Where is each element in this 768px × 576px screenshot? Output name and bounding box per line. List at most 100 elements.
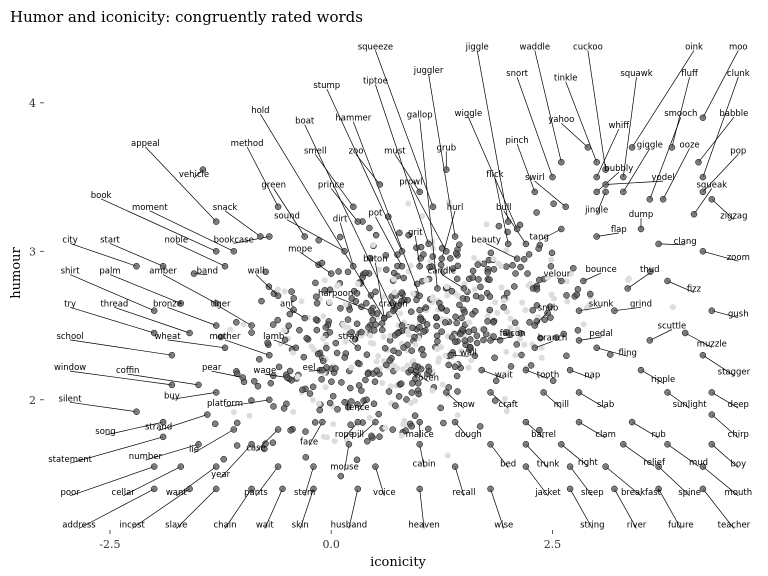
data-point [348, 398, 355, 405]
leader-line [711, 414, 739, 439]
data-points [133, 114, 716, 493]
labeled-point [531, 188, 539, 196]
labeled-point [637, 225, 645, 233]
data-point [567, 271, 574, 277]
data-point [389, 426, 396, 433]
leader-line [494, 178, 509, 244]
word-label: ripple [651, 375, 675, 385]
data-point [544, 274, 551, 281]
data-point [398, 298, 405, 305]
data-point [316, 406, 323, 414]
data-point [435, 358, 442, 365]
data-point [420, 351, 427, 359]
leader-line [375, 262, 385, 319]
leader-line [220, 306, 252, 326]
word-label: grit [408, 228, 423, 238]
labeled-point [708, 389, 716, 396]
labeled-point [159, 262, 167, 270]
word-label: statement [48, 455, 92, 465]
data-point [442, 319, 449, 326]
labeled-point [150, 329, 158, 337]
labeled-point [566, 485, 574, 493]
word-label: gallop [407, 111, 433, 121]
data-point [275, 286, 281, 293]
labeled-point [274, 203, 282, 211]
word-label: try [64, 299, 76, 309]
x-tick-label: 2.5 [544, 538, 562, 551]
data-point [330, 421, 337, 428]
word-label: wall [460, 348, 477, 358]
word-label: school [56, 332, 83, 342]
labeled-point [150, 485, 158, 493]
leader-line [667, 444, 699, 467]
labeled-point [699, 173, 707, 181]
data-point [512, 352, 519, 359]
labeled-point [274, 292, 282, 300]
data-point [405, 200, 412, 207]
data-point [512, 270, 519, 277]
data-point [337, 305, 344, 312]
word-label: want [166, 488, 188, 498]
labeled-point [416, 262, 423, 270]
leader-line [410, 369, 429, 382]
data-point [400, 421, 407, 428]
data-point [412, 341, 419, 348]
labeled-point [398, 262, 406, 270]
data-point [469, 267, 477, 275]
labeled-point [624, 285, 631, 292]
data-point [344, 403, 352, 411]
leader-line [70, 401, 137, 413]
leader-line [105, 421, 164, 436]
data-point [443, 307, 450, 314]
labeled-point [443, 248, 450, 255]
leader-line [428, 74, 456, 237]
data-point [370, 242, 377, 248]
data-point [442, 352, 449, 359]
labeled-point [248, 441, 255, 448]
data-point [478, 294, 485, 301]
leader-line [667, 392, 690, 409]
leader-line [578, 392, 606, 409]
word-label: snow [453, 400, 475, 410]
leader-line [578, 306, 602, 312]
data-point [423, 321, 431, 328]
leader-line [693, 188, 713, 215]
data-point [267, 379, 275, 387]
data-point [474, 261, 482, 268]
data-point [513, 341, 520, 348]
data-point [514, 326, 521, 332]
labeled-point [504, 218, 512, 225]
word-label: method [231, 139, 264, 149]
word-label: spine [678, 488, 701, 498]
leader-line [490, 392, 509, 409]
leader-line [344, 444, 350, 471]
leader-line [565, 81, 598, 163]
data-point [387, 332, 394, 339]
data-point [409, 380, 416, 387]
data-point [315, 400, 322, 407]
labeled-point [522, 366, 530, 374]
leader-line [315, 154, 354, 208]
data-point [405, 331, 412, 338]
leader-line [131, 488, 190, 529]
leader-line [220, 444, 252, 479]
word-label: malice [406, 430, 434, 440]
data-point [411, 412, 419, 419]
data-point [290, 295, 297, 302]
data-point [298, 298, 305, 305]
data-point [551, 295, 557, 302]
leader-line [667, 280, 695, 293]
data-point [429, 253, 437, 260]
data-point [597, 331, 604, 338]
leader-line [614, 306, 642, 312]
data-point [411, 333, 418, 341]
data-point [465, 328, 473, 336]
labeled-point [558, 225, 565, 233]
data-point [429, 387, 436, 394]
data-point [364, 370, 372, 378]
word-label: mouth [725, 488, 753, 498]
word-label: zoo [349, 146, 364, 156]
leader-line [145, 146, 217, 222]
word-label: bubbly [604, 164, 633, 174]
labeled-point [212, 463, 220, 470]
